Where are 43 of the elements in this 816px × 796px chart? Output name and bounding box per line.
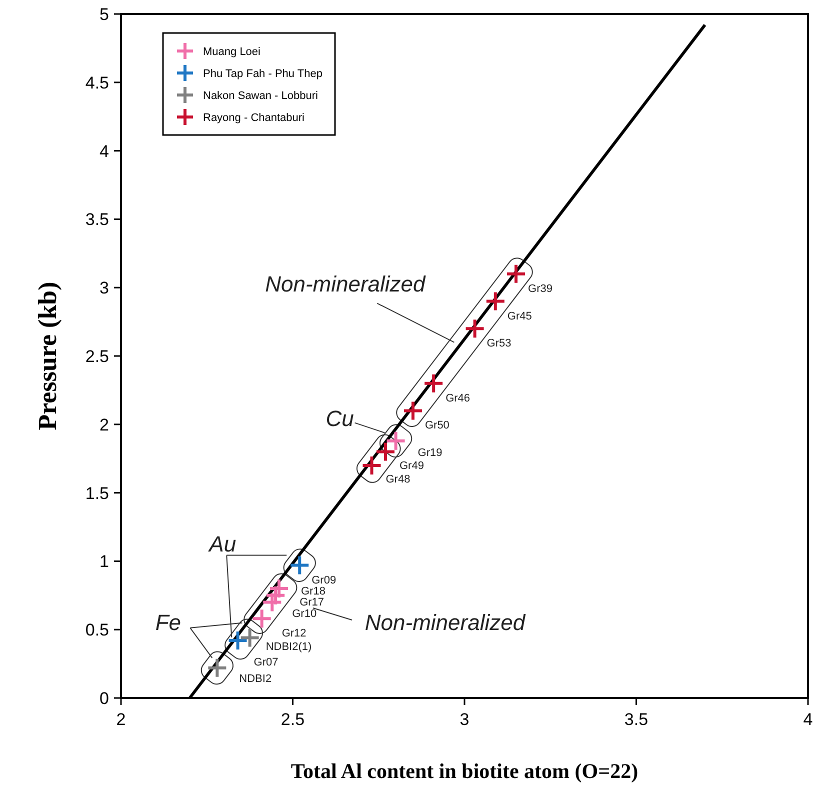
annotation: Gr53 <box>486 338 512 350</box>
x-tick-label: 4 <box>803 710 813 729</box>
annotation: Gr19 <box>418 446 442 459</box>
x-tick-label: 2.5 <box>280 710 305 729</box>
y-tick-label: 0 <box>100 689 109 708</box>
annotation: Gr45 <box>507 310 532 322</box>
annotation: Gr48 <box>386 473 410 486</box>
y-tick-label: 1.5 <box>85 484 109 503</box>
legend-label: Nakon Sawan - Lobburi <box>203 90 318 102</box>
y-tick-label: 3 <box>100 278 109 298</box>
annotation: Gr39 <box>528 282 552 295</box>
annotation: Gr46 <box>446 392 470 404</box>
annotation: Cu <box>326 406 354 431</box>
x-tick-label: 2 <box>116 710 126 729</box>
annotation: Gr10 <box>292 608 317 620</box>
annotation: Non-mineralized <box>364 610 526 635</box>
x-tick-label: 3 <box>460 710 470 729</box>
y-tick-label: 0.5 <box>85 620 109 640</box>
y-tick-label: 2.5 <box>85 347 109 366</box>
x-axis-title: Total Al content in biotite atom (O=22) <box>290 759 638 783</box>
annotation: NDBI2 <box>239 672 272 685</box>
legend-label: Phu Tap Fah - Phu Thep <box>203 68 322 80</box>
y-tick-label: 5 <box>100 5 109 24</box>
y-tick-label: 1 <box>100 552 109 572</box>
legend-label: Rayong - Chantaburi <box>203 112 305 124</box>
annotation: NDBI2(1) <box>266 640 312 653</box>
x-tick-label: 3.5 <box>624 710 648 729</box>
y-axis-title: Pressure (kb) <box>33 282 62 430</box>
y-tick-label: 4.5 <box>85 73 109 92</box>
annotation: Non-mineralized <box>265 271 426 296</box>
annotation: Gr09 <box>312 574 336 586</box>
annotation: Gr17 <box>300 596 324 608</box>
legend-label: Muang Loei <box>203 46 260 58</box>
annotation: Gr49 <box>399 460 424 472</box>
annotation: Gr50 <box>424 420 450 432</box>
y-tick-label: 2 <box>100 415 109 434</box>
annotation: Gr07 <box>254 656 278 669</box>
y-tick-label: 3.5 <box>85 210 109 230</box>
annotation: Fe <box>155 610 182 635</box>
annotation: Gr12 <box>282 628 306 640</box>
annotation: Gr18 <box>301 586 326 598</box>
y-tick-label: 4 <box>100 142 109 161</box>
annotation: Au <box>207 531 236 556</box>
